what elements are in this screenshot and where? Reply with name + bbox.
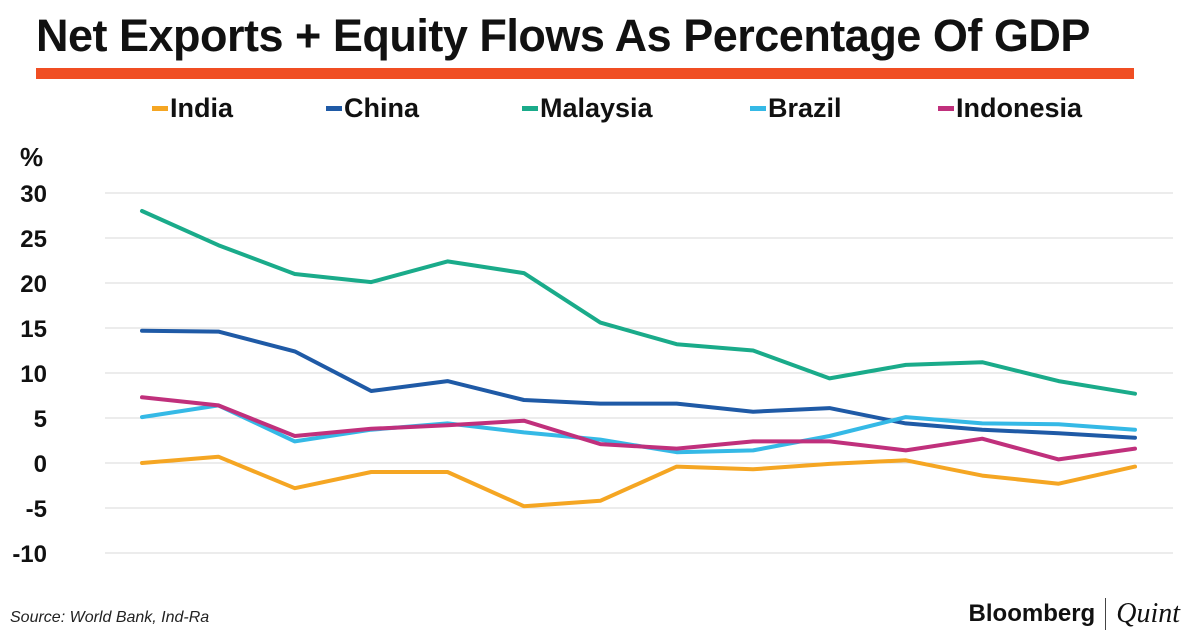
grid-lines — [105, 192, 1173, 554]
series-line-malaysia — [140, 209, 1137, 396]
y-tick-label: 5 — [34, 406, 47, 433]
brand-sub: Quint — [1116, 598, 1180, 629]
y-tick-label: -10 — [12, 541, 47, 568]
brand-name: Bloomberg — [968, 600, 1096, 627]
legend-label-china: China — [344, 92, 420, 123]
y-tick-label: -5 — [26, 496, 47, 523]
legend-swatch-china — [326, 105, 342, 111]
legend-swatch-brazil — [750, 105, 766, 111]
legend-item-brazil: Brazil — [750, 92, 842, 124]
y-axis-ticks: 30 25 20 15 10 5 0 -5 -10 — [12, 181, 47, 568]
legend-item-indonesia: Indonesia — [938, 92, 1082, 124]
legend-swatch-malaysia — [522, 105, 538, 111]
series-line-indonesia — [140, 395, 1137, 462]
y-tick-label: 20 — [20, 271, 47, 298]
y-tick-label: 30 — [20, 181, 47, 208]
y-tick-label: 0 — [34, 451, 47, 478]
chart-title: Net Exports + Equity Flows As Percentage… — [36, 10, 1090, 61]
legend-item-malaysia: Malaysia — [522, 92, 653, 124]
title-rule — [36, 68, 1134, 79]
series-line-india — [140, 454, 1137, 509]
y-tick-label: 15 — [20, 316, 47, 343]
legend-swatch-india — [152, 105, 168, 111]
y-tick-label: 10 — [20, 361, 47, 388]
legend-label-malaysia: Malaysia — [540, 92, 653, 123]
legend-label-brazil: Brazil — [768, 92, 842, 123]
y-axis-unit-label: % — [20, 142, 44, 172]
legend-swatch-indonesia — [938, 105, 954, 111]
y-tick-label: 25 — [20, 226, 47, 253]
source-note: Source: World Bank, Ind-Ra — [10, 609, 210, 626]
legend-label-indonesia: Indonesia — [956, 92, 1083, 123]
series-line-china — [140, 328, 1137, 440]
brand-separator — [1105, 598, 1107, 630]
brand-logo: Bloomberg Quint — [969, 596, 1180, 632]
series-lines — [140, 209, 1137, 509]
legend-item-india: India — [152, 92, 233, 124]
legend-item-china: China — [326, 92, 419, 124]
legend-label-india: India — [170, 92, 234, 123]
